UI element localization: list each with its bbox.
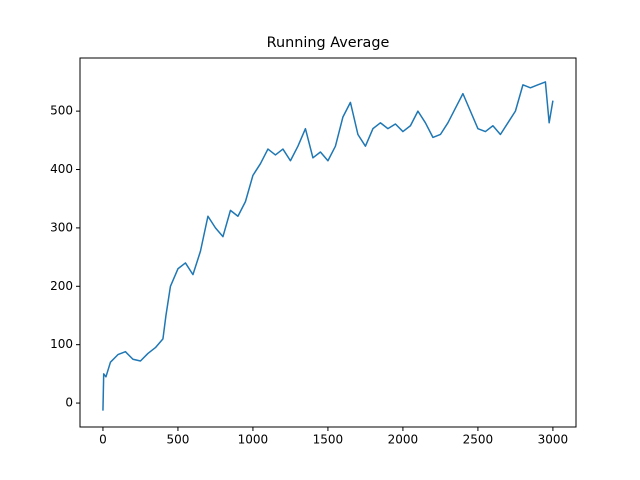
x-tick-label: 3000	[538, 433, 569, 447]
y-tick-label: 400	[50, 162, 73, 176]
x-tick-label: 1500	[313, 433, 344, 447]
y-tick-label: 0	[65, 396, 73, 410]
x-tick-label: 500	[166, 433, 189, 447]
y-tick-label: 500	[50, 104, 73, 118]
x-tick-label: 2500	[463, 433, 494, 447]
y-tick-label: 300	[50, 220, 73, 234]
x-tick-label: 2000	[388, 433, 419, 447]
x-tick-label: 0	[99, 433, 107, 447]
chart-title: Running Average	[267, 35, 390, 51]
plot-frame	[79, 57, 577, 428]
x-tick-label: 1000	[238, 433, 269, 447]
data-line	[102, 81, 554, 411]
y-tick-label: 200	[50, 279, 73, 293]
y-tick-label: 100	[50, 337, 73, 351]
